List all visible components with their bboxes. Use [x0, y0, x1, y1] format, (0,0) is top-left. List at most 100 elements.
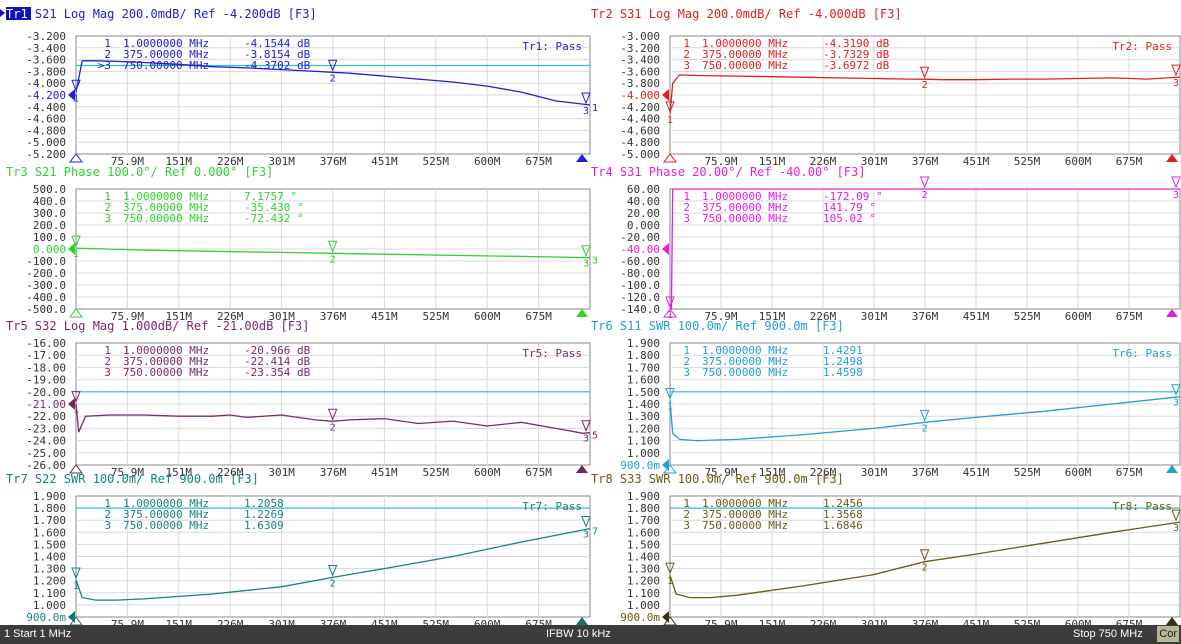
y-tick-label: 300.0 [33, 207, 66, 220]
x-tick-label: 525M [423, 618, 450, 625]
x-tick-label: 151M [166, 618, 193, 625]
marker-number: 2 [330, 422, 336, 433]
x-tick-label: 451M [963, 310, 990, 323]
x-tick-label: 151M [166, 310, 193, 323]
data-trace-line [75, 527, 591, 601]
x-tick-label: 525M [1014, 466, 1041, 479]
y-tick-label: -23.00 [26, 422, 66, 435]
y-tick-label: -120.0 [620, 291, 660, 304]
x-tick-label: 376M [320, 155, 347, 168]
x-tick-label: 451M [371, 155, 398, 168]
y-tick-label: 1.100 [627, 435, 660, 448]
start-marker-icon [663, 153, 677, 163]
marker-value: -4.3702 dB [244, 59, 311, 72]
marker-triangle [581, 245, 591, 258]
trace-label[interactable]: Tr3 [6, 165, 28, 179]
trace-label[interactable]: Tr5 [6, 319, 28, 333]
x-tick-label: 525M [1014, 155, 1041, 168]
x-tick-label: 675M [525, 155, 552, 168]
y-tick-label: 1.100 [33, 587, 66, 600]
marker-frequency: 375.00000 MHz [702, 201, 788, 214]
x-tick-label: 226M [217, 310, 244, 323]
reference-level-box [608, 459, 668, 471]
trace-label[interactable]: Tr8 [591, 472, 613, 486]
marker-triangle [71, 391, 81, 403]
start-marker-icon [69, 464, 83, 474]
trace-panel-tr7: Tr7 S22 SWR 100.0m/ Ref 900.0m [F3] 1.900… [6, 472, 598, 631]
trace-end-label: 7 [592, 527, 598, 538]
y-tick-label: -3.800 [26, 65, 66, 78]
x-tick-label: 151M [759, 618, 786, 625]
correction-badge[interactable]: Cor [1157, 626, 1179, 642]
x-tick-label: 75.9M [111, 310, 144, 323]
trace-label[interactable]: Tr4 [591, 165, 613, 179]
start-frequency[interactable]: 1 Start 1 MHz [4, 628, 72, 640]
marker-index: 3 [683, 366, 690, 379]
trace-label[interactable]: Tr2 [591, 7, 613, 21]
marker-frequency: 375.00000 MHz [123, 48, 209, 61]
marker-triangle [665, 562, 675, 575]
ifbw-setting[interactable]: IFBW 10 kHz [546, 628, 611, 640]
y-tick-label: -25.00 [26, 447, 66, 460]
y-tick-label: 1.400 [627, 551, 660, 564]
marker-index: 3 [683, 59, 690, 72]
x-tick-label: 75.9M [704, 618, 737, 625]
marker-index: 3 [104, 212, 111, 225]
y-tick-label: -5.000 [620, 148, 660, 161]
trace-label[interactable]: Tr7 [6, 472, 28, 486]
marker-index: 3 [104, 519, 111, 532]
marker-index: 3 [683, 519, 690, 532]
marker-triangle [581, 516, 591, 528]
marker-value: -3.8154 dB [244, 48, 311, 61]
marker-value: -22.414 dB [244, 355, 311, 368]
y-tick-label: 0.000 [33, 243, 66, 256]
marker-index: 2 [104, 508, 111, 521]
trace-label[interactable]: Tr6 [591, 319, 613, 333]
vna-display: Tr1 S21 Log Mag 200.0mdB/ Ref -4.200dB [… [0, 7, 1181, 631]
stop-frequency[interactable]: Stop 750 MHz [1073, 628, 1143, 640]
marker-number: 3 [583, 259, 589, 270]
x-tick-label: 525M [423, 310, 450, 323]
x-tick-label: 675M [1116, 155, 1143, 168]
x-tick-label: 376M [320, 618, 347, 625]
trace-title: Tr6 S11 SWR 100.0m/ Ref 900.0m [F3] [591, 319, 844, 333]
marker-value: -4.3190 dB [823, 37, 890, 50]
marker-value: -3.6972 dB [823, 59, 890, 72]
marker-frequency: 750.00000 MHz [702, 212, 788, 225]
y-tick-label: -26.00 [26, 459, 66, 472]
marker-number: 3 [583, 106, 589, 117]
marker-index: 1 [104, 497, 111, 510]
x-tick-label: 376M [320, 466, 347, 479]
trace-title-text: S31 Phase 20.00°/ Ref -40.00° [F3] [613, 165, 866, 179]
y-tick-label: 1.400 [627, 398, 660, 411]
reference-level-box [608, 611, 668, 623]
reference-arrow-icon [662, 89, 669, 101]
x-tick-label: 376M [912, 466, 939, 479]
trace-end-label: 5 [592, 431, 598, 442]
x-tick-label: 376M [912, 155, 939, 168]
y-tick-label: 1.200 [33, 575, 66, 588]
marker-triangle [665, 296, 675, 309]
y-tick-label: -80.00 [620, 267, 660, 280]
trace-label[interactable]: Tr1 [6, 7, 28, 21]
marker-frequency: 1.0000000 MHz [123, 37, 209, 50]
y-tick-label: -3.400 [26, 42, 66, 55]
data-trace-line [669, 396, 1181, 442]
marker-frequency: 375.00000 MHz [702, 48, 788, 61]
y-tick-label: -3.800 [620, 77, 660, 90]
marker-frequency: 1.0000000 MHz [702, 497, 788, 510]
marker-frequency: 375.00000 MHz [123, 201, 209, 214]
stop-marker-icon [576, 617, 588, 625]
marker-frequency: 375.00000 MHz [123, 355, 209, 368]
x-tick-label: 226M [810, 618, 837, 625]
marker-number: 1 [73, 581, 79, 592]
data-trace-line [75, 60, 591, 106]
marker-index: 1 [683, 497, 690, 510]
y-tick-label: 1.300 [33, 563, 66, 576]
marker-index: 2 [683, 508, 690, 521]
y-tick-label: -4.200 [620, 101, 660, 114]
y-tick-label: -100.0 [26, 255, 66, 268]
x-tick-label: 226M [810, 155, 837, 168]
marker-frequency: 750.00000 MHz [123, 519, 209, 532]
y-tick-label: -4.600 [620, 124, 660, 137]
